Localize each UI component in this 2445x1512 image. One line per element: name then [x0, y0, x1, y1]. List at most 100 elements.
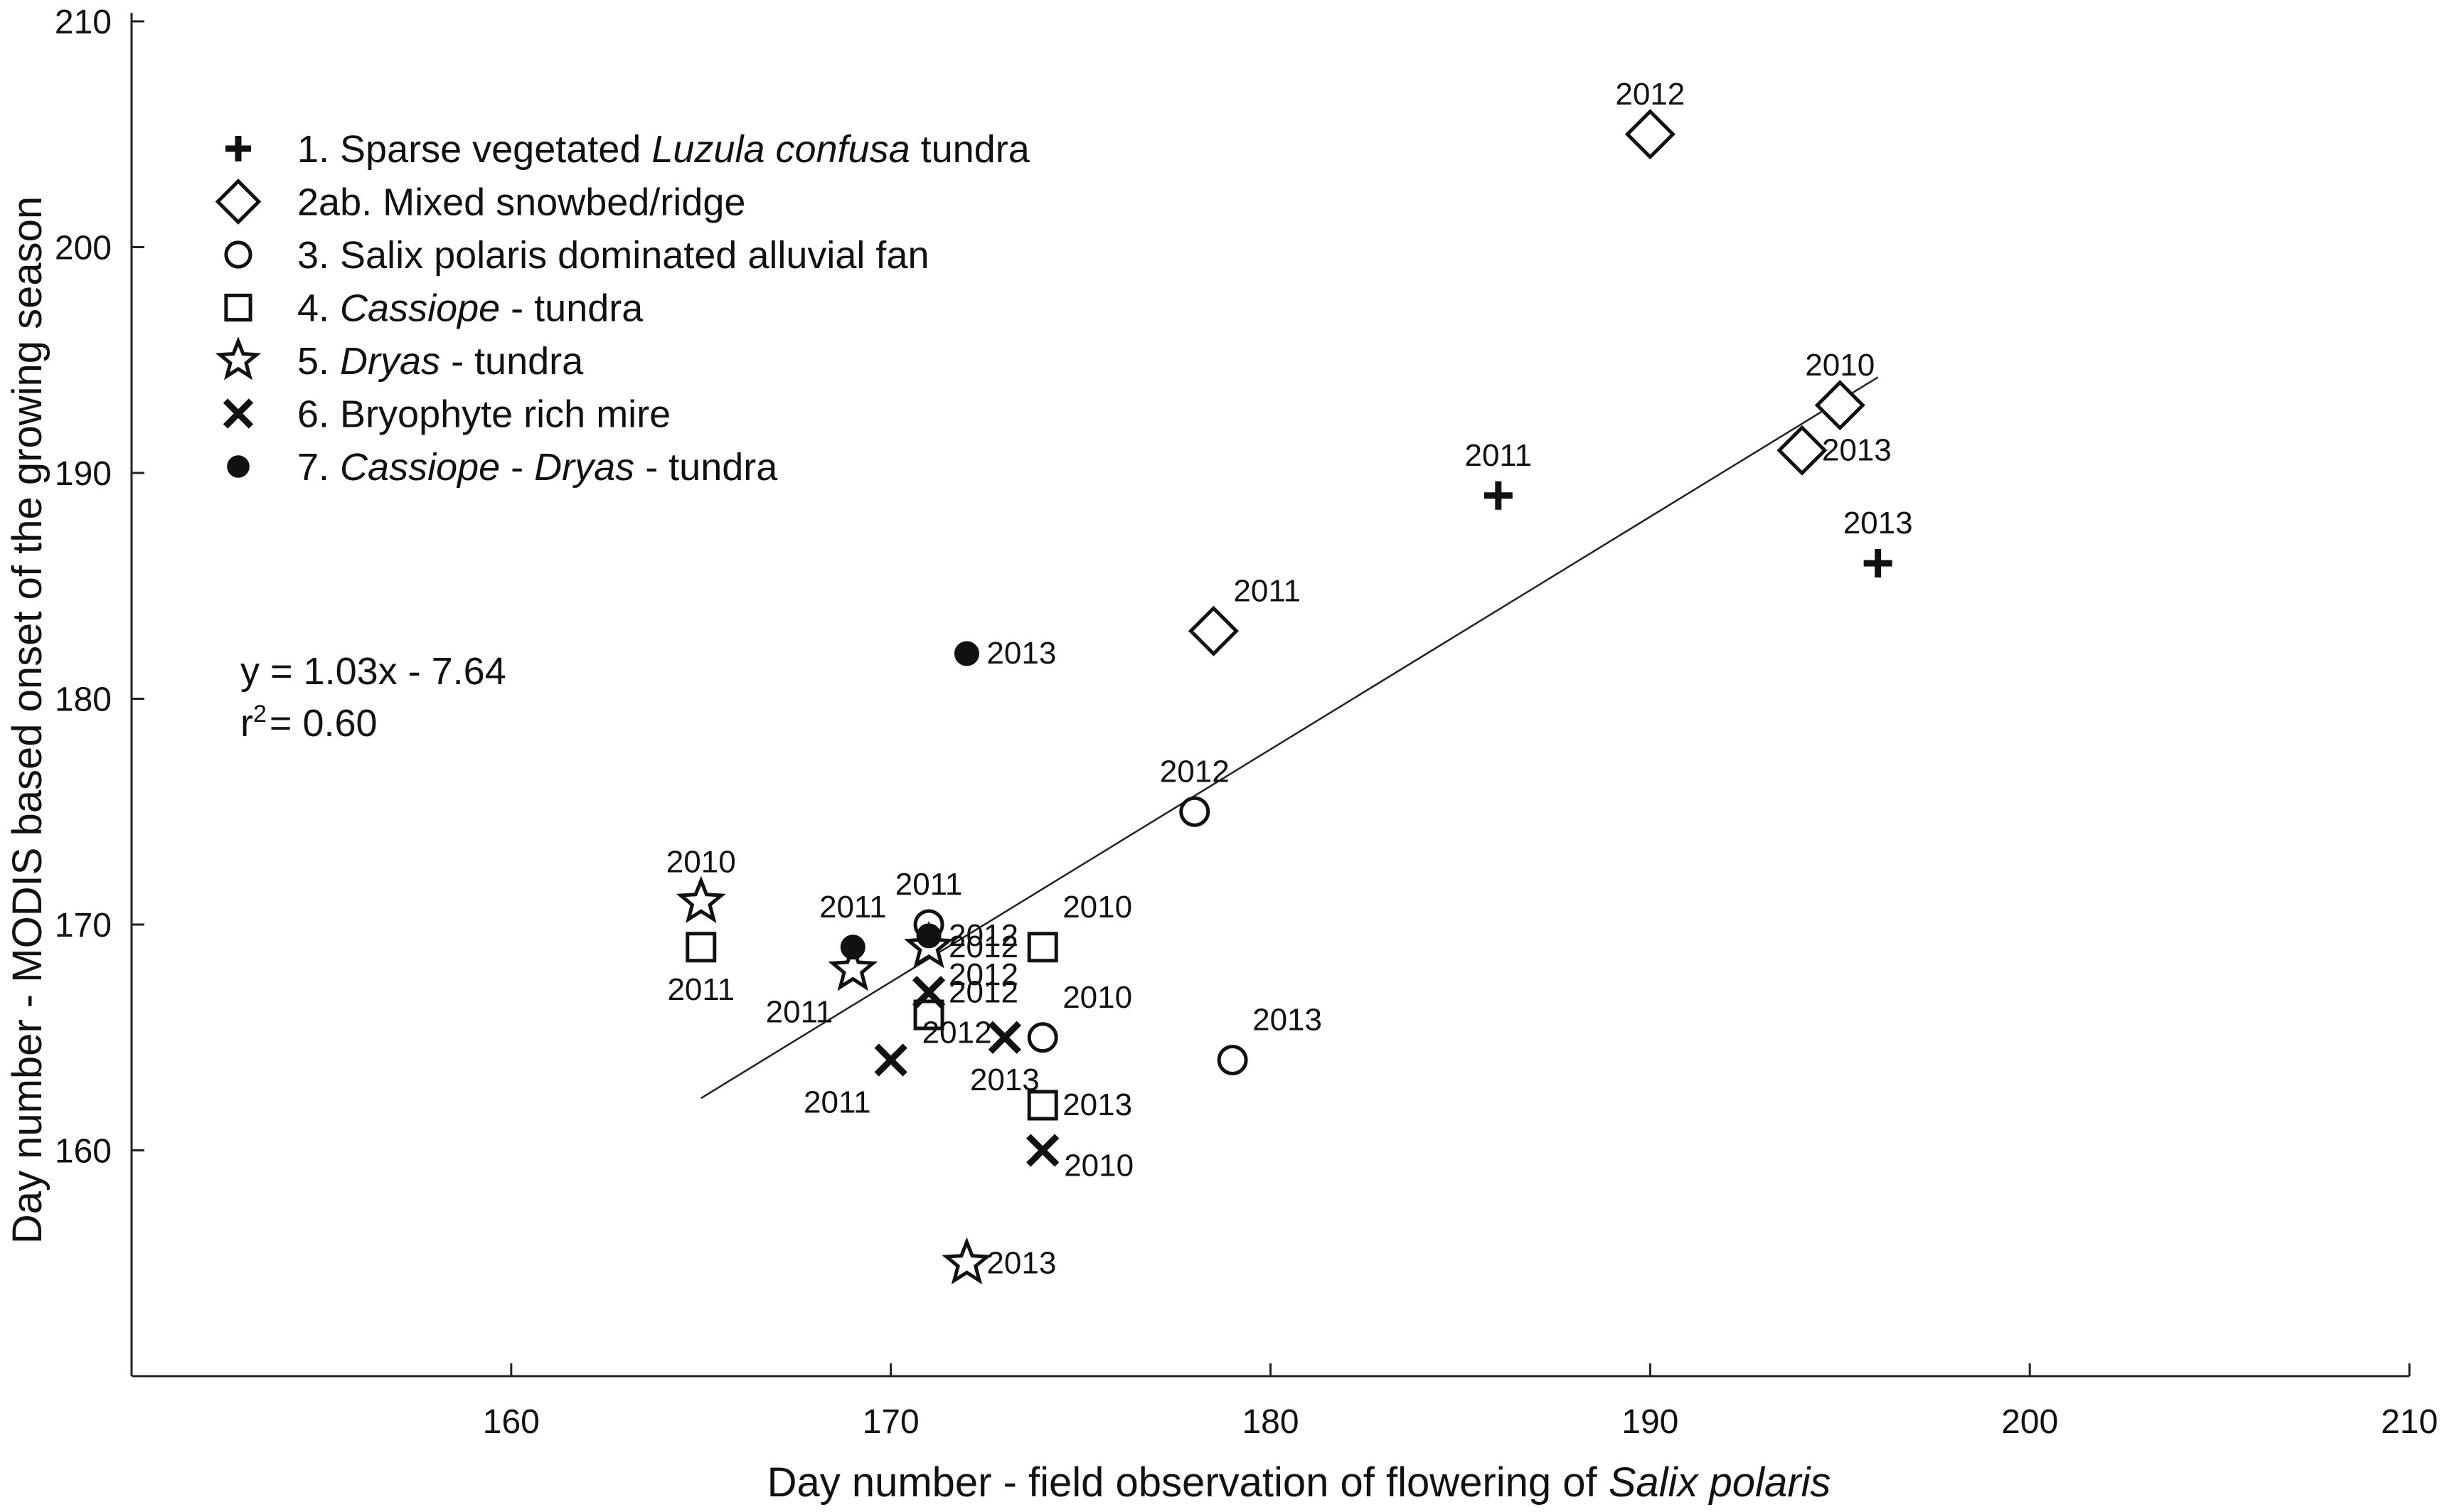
legend-item: 2ab. Mixed snowbed/ridge: [215, 179, 745, 225]
point-label: 2010: [1062, 890, 1132, 925]
marker-circle: [1027, 1022, 1058, 1053]
r-squared: r2= 0.60: [240, 701, 378, 745]
legend-label: 4. Cassiope - tundra: [297, 287, 644, 330]
series-1: 2011 2013: [1464, 438, 1913, 577]
legend-label: 6. Bryophyte rich mire: [297, 393, 671, 436]
legend-label-part: 7.: [297, 446, 340, 489]
marker-star: [215, 336, 262, 380]
x-axis-title: Day number - field observation of flower…: [767, 1459, 1831, 1506]
x-axis-title-species: Salix polaris: [1609, 1459, 1831, 1506]
data-point: 2013: [1777, 425, 1892, 476]
marker-diamond: [215, 179, 262, 225]
point-label: 2012: [1615, 77, 1685, 112]
data-point: 2010: [1026, 1134, 1134, 1183]
y-tick-label: 180: [55, 681, 112, 719]
marker-square: [224, 293, 252, 322]
legend-label: 3. Salix polaris dominated alluvial fan: [297, 234, 929, 277]
y-axis-title: Day number - MODIS based onset of the gr…: [4, 196, 50, 1244]
axes: 160 170 180 190 200 210 160 170 180 190 200 210 Day …: [4, 4, 2438, 1506]
point-label: 2010: [1064, 1149, 1134, 1183]
data-point: 2013: [1217, 1003, 1322, 1075]
r-squared-value: = 0.60: [270, 702, 378, 745]
point-label: 2013: [986, 636, 1056, 671]
data-point: 2011: [895, 867, 963, 940]
data-point: 2010: [666, 844, 736, 924]
legend-label-part: - tundra: [634, 446, 778, 489]
point-label: 2012: [949, 930, 1018, 964]
series-5: 2010 2011 2012 2013: [666, 844, 1056, 1285]
marker-x: [874, 1043, 907, 1077]
point-label: 2010: [1805, 348, 1875, 383]
data-point: 2012: [913, 957, 1018, 1031]
marker-x: [912, 976, 946, 1009]
legend: 1. Sparse vegetated Luzula confusa tundr…: [215, 128, 1030, 489]
x-tick-label: 180: [1242, 1403, 1299, 1441]
data-point: 2011: [804, 1043, 907, 1120]
regression-line-group: [701, 376, 1879, 1100]
point-label: 2013: [1252, 1003, 1322, 1038]
x-tick-label: 210: [2381, 1403, 2438, 1441]
point-label: 2011: [819, 890, 887, 925]
series-8: 2012: [922, 1015, 992, 1050]
legend-label: 2ab. Mixed snowbed/ridge: [297, 181, 745, 224]
legend-label: 7. Cassiope - Dryas - tundra: [297, 446, 778, 489]
data-points: 2011201320122011201020132012201120102013…: [666, 77, 1913, 1285]
legend-label: 5. Dryas - tundra: [297, 340, 584, 383]
point-label: 2013: [1843, 506, 1913, 541]
data-point: 2013: [954, 636, 1056, 671]
regression-line: [701, 376, 1879, 1100]
data-point: 2013: [1027, 1087, 1132, 1122]
legend-label-part: 1. Sparse vegetated: [297, 128, 651, 171]
legend-item: 1. Sparse vegetated Luzula confusa tundr…: [225, 128, 1030, 171]
data-point: 2013: [1843, 506, 1913, 577]
data-point: 2010: [1027, 890, 1132, 963]
data-point: 2010: [1027, 980, 1132, 1053]
marker-x: [223, 398, 254, 429]
marker-star: [942, 1237, 992, 1285]
legend-label-part: Cassiope: [340, 446, 500, 489]
point-label: 2010: [1062, 980, 1132, 1015]
series-4: 2011 2010 2012 2013: [667, 890, 1132, 1122]
legend-label: 1. Sparse vegetated Luzula confusa tundr…: [297, 128, 1030, 171]
r-squared-sup: 2: [253, 701, 267, 728]
point-label: 2013: [986, 1245, 1056, 1280]
y-tick-label: 160: [55, 1133, 112, 1171]
legend-label-part: 6. Bryophyte rich mire: [297, 393, 671, 436]
legend-label-part: Dryas: [534, 446, 634, 489]
r-squared-prefix: r: [240, 702, 253, 745]
marker-diamond: [1188, 605, 1239, 656]
marker-star: [676, 875, 726, 924]
data-point: 2013: [970, 1021, 1040, 1097]
data-point: 2012: [912, 974, 1018, 1009]
point-label: 2012: [1160, 754, 1230, 789]
data-point: 2011: [1188, 573, 1301, 656]
legend-label-part: 5.: [297, 340, 340, 383]
marker-plus: [225, 136, 251, 161]
x-tick-label: 190: [1621, 1403, 1678, 1441]
legend-label-part: Cassiope: [340, 287, 500, 330]
y-tick-label: 170: [55, 907, 112, 944]
series-2: 2012 2011 2010 2013: [1188, 77, 1892, 656]
series-7: 2013 2011 2012: [819, 636, 1056, 960]
x-tick-label: 170: [863, 1403, 920, 1441]
legend-item: 3. Salix polaris dominated alluvial fan: [224, 234, 929, 277]
y-tick-label: 190: [55, 455, 112, 493]
point-label: 2012: [949, 957, 1018, 992]
legend-label-part: 2ab. Mixed snowbed/ridge: [297, 181, 745, 224]
x-tick-label: 160: [483, 1403, 540, 1441]
point-label: 2011: [895, 867, 963, 902]
marker-dot: [227, 455, 250, 478]
data-point: 2011: [766, 943, 878, 1030]
regression-annotation: y = 1.03x - 7.64 r2= 0.60: [240, 650, 506, 745]
data-point: 2013: [942, 1237, 1056, 1285]
marker-x: [988, 1021, 1021, 1054]
marker-square: [913, 999, 944, 1031]
legend-label-part: tundra: [910, 128, 1030, 171]
data-point: 2012: [916, 918, 1018, 953]
point-label: 2011: [667, 972, 735, 1007]
marker-diamond: [1814, 380, 1865, 431]
point-label: 2013: [1822, 432, 1892, 467]
point-label: 2011: [1464, 438, 1532, 473]
data-point: 2012: [1615, 77, 1685, 160]
